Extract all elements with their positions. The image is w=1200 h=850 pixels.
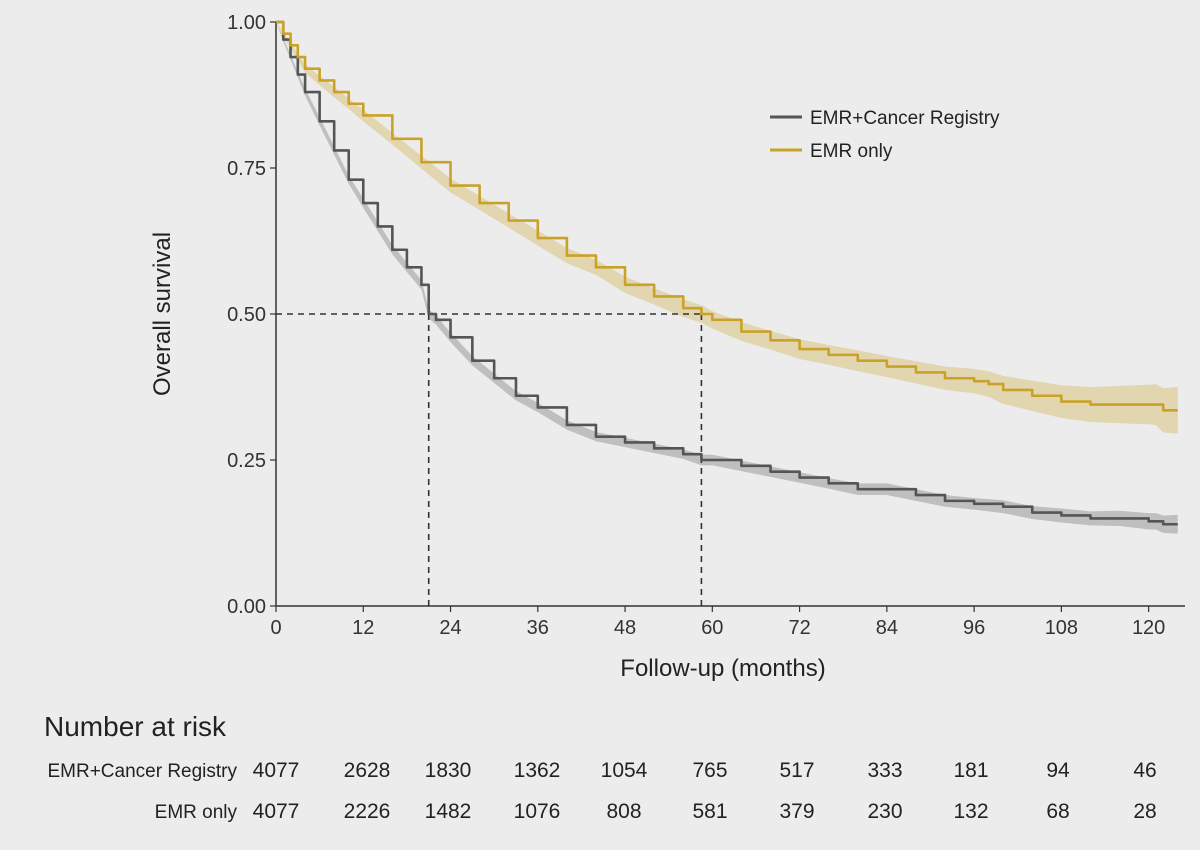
confidence-bands: [276, 22, 1178, 534]
survival-curve-emr-cancer-registry: [276, 20, 1178, 526]
median-reference-lines: [276, 313, 703, 606]
risk-count: 132: [953, 800, 988, 823]
risk-count: 4077: [253, 759, 300, 782]
risk-count: 808: [606, 800, 641, 823]
x-tick-label: 36: [527, 617, 549, 639]
x-tick-label: 48: [614, 617, 636, 639]
risk-count: 1830: [425, 759, 472, 782]
risk-count: 94: [1046, 759, 1070, 782]
risk-count: 46: [1133, 759, 1156, 782]
risk-count: 1076: [514, 800, 561, 823]
risk-count: 230: [867, 800, 902, 823]
survival-curves: [276, 20, 1178, 526]
risk-count: 517: [779, 759, 814, 782]
risk-count: 181: [953, 759, 988, 782]
y-tick-label: 0.75: [227, 158, 266, 180]
risk-row-label: EMR+Cancer Registry: [47, 761, 237, 782]
risk-row-label: EMR only: [155, 802, 238, 823]
y-tick-label: 0.50: [227, 304, 266, 326]
risk-count: 2226: [344, 800, 391, 823]
risk-table: EMR+Cancer Registry 4077 2628 1830 1362 1054 7…: [47, 759, 1156, 823]
risk-table-title: Number at risk: [44, 711, 227, 742]
x-tick-label: 12: [352, 617, 374, 639]
risk-count: 4077: [253, 800, 300, 823]
axis-ticks: 0 12 24 36 48 60 72 84 96 108 120 0.00 0.25 0.50 0.75 1…: [227, 12, 1165, 639]
x-tick-label: 0: [270, 617, 281, 639]
risk-count: 1482: [425, 800, 472, 823]
risk-count: 1362: [514, 759, 561, 782]
risk-count: 28: [1133, 800, 1156, 823]
y-tick-label: 0.25: [227, 450, 266, 472]
x-tick-label: 120: [1132, 617, 1165, 639]
legend-label-emr-only: EMR only: [810, 141, 893, 162]
y-tick-label: 1.00: [227, 12, 266, 34]
risk-count: 1054: [601, 759, 648, 782]
x-tick-label: 72: [788, 617, 810, 639]
x-tick-label: 24: [439, 617, 461, 639]
risk-count: 379: [779, 800, 814, 823]
legend-label-emr-cancer-registry: EMR+Cancer Registry: [810, 108, 1000, 129]
ci-band-emr-cancer-registry: [276, 22, 1178, 534]
x-tick-label: 60: [701, 617, 723, 639]
x-tick-label: 108: [1045, 617, 1078, 639]
x-axis-title: Follow-up (months): [620, 655, 825, 682]
survival-curve-emr-only: [276, 20, 1178, 412]
legend: EMR+Cancer Registry EMR only: [770, 108, 1000, 162]
ci-band-emr-only: [276, 22, 1178, 434]
y-tick-label: 0.00: [227, 596, 266, 618]
x-tick-label: 96: [963, 617, 985, 639]
risk-count: 765: [692, 759, 727, 782]
risk-count: 68: [1046, 800, 1069, 823]
x-tick-label: 84: [876, 617, 898, 639]
risk-count: 581: [692, 800, 727, 823]
risk-count: 2628: [344, 759, 391, 782]
risk-count: 333: [867, 759, 902, 782]
y-axis-title: Overall survival: [149, 232, 176, 396]
